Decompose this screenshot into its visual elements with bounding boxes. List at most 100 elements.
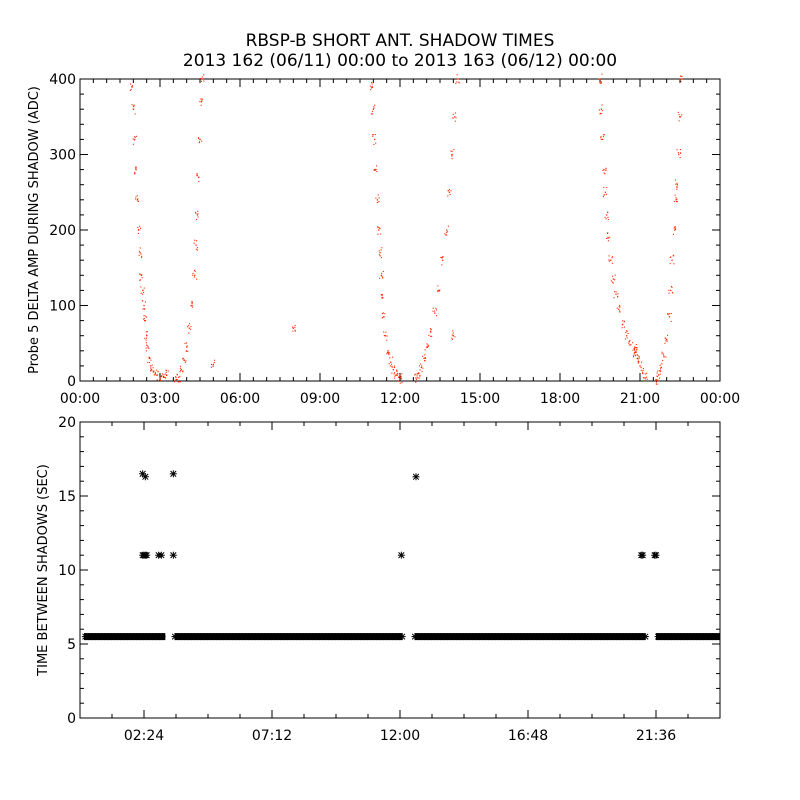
data-point [603,194,605,196]
data-point [644,380,646,382]
data-point [195,240,198,242]
data-point [430,331,432,333]
asterisk-stroke [142,473,149,480]
data-point [613,297,615,299]
data-point [611,281,614,283]
data-point [190,305,192,307]
data-point [139,227,142,229]
data-point [632,356,635,358]
data-point [629,339,631,341]
data-point [644,377,647,379]
data-point [138,273,140,275]
data-point [179,370,182,372]
data-point [164,373,166,375]
data-point [415,373,417,375]
data-point [141,274,143,276]
data-point [201,140,203,142]
y-tick-label: 10 [58,563,76,579]
y-tick-label: 5 [67,637,76,653]
data-point [441,256,444,258]
data-point [394,377,396,379]
y-tick-label: 400 [49,72,76,88]
data-point [679,78,681,80]
data-point [677,111,679,113]
data-point [607,211,609,213]
data-point [454,112,457,114]
data-point [676,198,678,200]
data-point [379,277,381,279]
data-point [185,350,188,352]
data-point [381,272,383,274]
data-point [636,346,638,349]
data-point [369,85,371,87]
data-point [144,315,146,317]
data-point [676,201,678,203]
data-point [143,318,145,320]
data-point [656,372,658,374]
data-point [393,366,396,369]
data-point [673,227,675,229]
data-point [139,279,141,281]
data-point [393,373,395,375]
data-point [634,351,636,354]
data-point [213,362,215,364]
data-point [141,255,143,257]
data-point [396,371,398,373]
asterisk-stroke [143,552,150,559]
data-point [191,302,193,304]
data-point [182,357,184,359]
data-point [198,181,200,183]
data-point [294,326,296,328]
data-point [187,350,189,352]
data-point [375,197,377,199]
data-point [193,276,195,278]
data-point [645,376,648,378]
data-point [624,338,626,340]
x-tick-label: 03:00 [140,391,180,407]
data-point [378,254,380,256]
data-point [601,110,604,112]
data-point [662,353,665,355]
data-point [134,113,136,115]
data-point [164,376,166,378]
data-point [194,270,196,272]
data-point [192,274,194,276]
data-point [134,171,136,173]
data-point [380,256,382,259]
data-point [165,377,167,379]
data-point [665,340,667,342]
asterisk-stroke [170,552,177,559]
x-tick-label: 12:00 [380,391,420,407]
data-point [381,294,383,297]
x-tick-label: 15:00 [460,391,500,407]
data-point [153,370,155,372]
data-point [376,171,378,173]
data-point [680,116,682,118]
data-point [600,138,602,141]
data-point [373,143,375,145]
data-point [422,367,424,369]
data-point [138,250,140,252]
data-point [626,337,628,339]
data-point [676,149,678,151]
data-point [377,233,379,235]
data-point [182,370,184,372]
data-point [178,381,180,383]
data-point [396,374,398,376]
x-tick-label: 21:00 [620,391,660,407]
plot-frame [79,78,721,382]
x-tick-label: 02:24 [124,728,164,744]
data-point [672,255,674,257]
data-point [210,366,213,368]
data-point [185,350,187,352]
data-point [150,370,152,372]
data-point [388,354,390,356]
data-point [665,356,667,358]
data-point [148,357,151,359]
data-point [401,381,403,384]
data-point [143,304,145,307]
data-point [430,328,432,331]
data-point [619,306,621,308]
data-point [135,166,137,168]
